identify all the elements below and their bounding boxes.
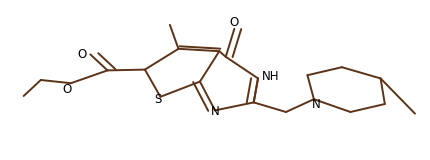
Text: S: S (154, 93, 162, 106)
Text: NH: NH (262, 69, 280, 83)
Text: O: O (230, 16, 239, 29)
Text: N: N (211, 105, 219, 118)
Text: N: N (312, 97, 320, 111)
Text: O: O (77, 48, 86, 61)
Text: O: O (62, 83, 71, 96)
